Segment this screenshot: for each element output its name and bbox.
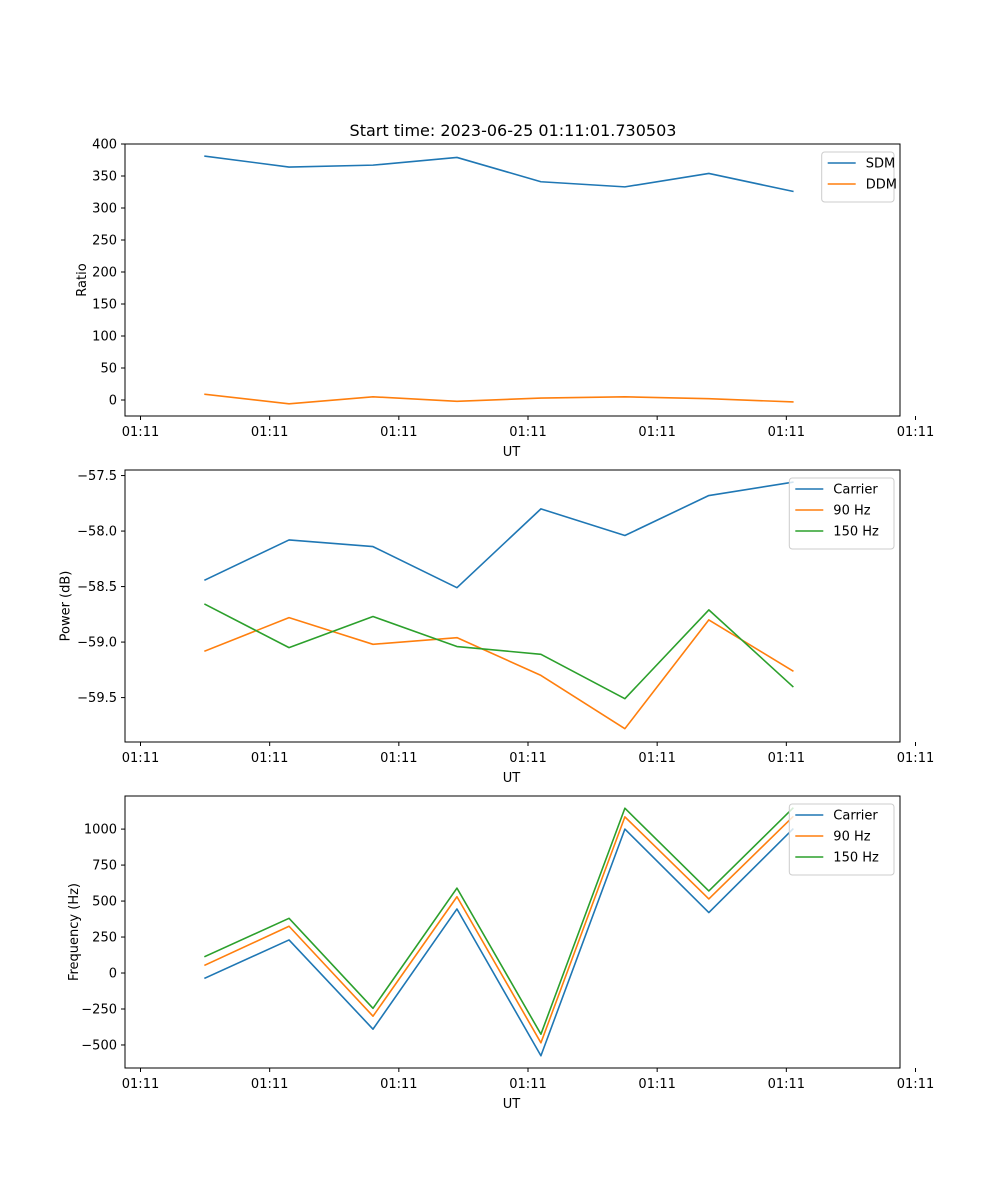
series-line-carrier [204,481,794,589]
series-line-sdm [204,155,794,193]
x-tick-label: 01:11 [768,425,805,440]
plot-frame [124,143,901,417]
figure-title: Start time: 2023-06-25 01:11:01.730503 [350,121,677,140]
x-tick-label: 01:11 [897,425,934,440]
y-tick-label: −250 [81,1002,117,1017]
x-tick-label: 01:11 [380,751,417,766]
y-axis-label: Ratio [75,263,90,296]
x-tick-label: 01:11 [122,425,159,440]
legend: SDM DDM [821,151,897,203]
x-tick-label: 01:11 [897,751,934,766]
x-tick-label: 01:11 [638,751,675,766]
legend-label: Carrier [833,483,878,498]
x-tick-label: 01:11 [251,425,288,440]
y-tick-label: 500 [92,895,117,910]
x-tick-label: 01:11 [509,751,546,766]
x-tick-label: 01:11 [122,1077,159,1092]
y-tick-label: −57.5 [77,469,117,484]
x-tick-label: 01:11 [638,1077,675,1092]
legend-label: 150 Hz [833,851,879,866]
series-line-150-hz [204,603,794,700]
y-tick-label: −59.0 [77,636,117,651]
x-tick-label: 01:11 [638,425,675,440]
legend-label: 150 Hz [833,525,879,540]
y-tick-label: −500 [81,1038,117,1053]
y-tick-label: 100 [92,330,117,345]
x-axis-label: UT [503,445,521,460]
y-axis-label: Power (dB) [59,571,74,642]
series-line-90-hz [204,616,794,730]
legend-label: SDM [866,157,895,172]
y-tick-label: 1000 [84,823,117,838]
series-line-150-hz [204,807,794,1035]
x-tick-label: 01:11 [380,425,417,440]
plot-frame [124,795,901,1069]
y-tick-label: −58.5 [77,580,117,595]
y-tick-label: −59.5 [77,691,117,706]
legend-label: DDM [866,178,897,193]
chart-panel-2: 01:1101:1101:1101:1101:1101:1101:1101:12… [59,469,935,786]
panels: 01:1101:1101:1101:1101:1101:1101:1101:12… [59,138,935,1113]
y-tick-label: 0 [109,394,117,409]
x-tick-label: 01:11 [251,751,288,766]
y-tick-label: 400 [92,138,117,153]
y-tick-label: 250 [92,234,117,249]
x-tick-label: 01:11 [768,1077,805,1092]
y-tick-label: 350 [92,170,117,185]
plot-frame [124,469,901,743]
y-axis-label: Frequency (Hz) [67,883,82,981]
legend-label: 90 Hz [833,830,870,845]
x-tick-label: 01:11 [509,1077,546,1092]
y-tick-label: 200 [92,266,117,281]
y-tick-label: −58.0 [77,525,117,540]
x-tick-label: 01:11 [122,751,159,766]
x-tick-label: 01:11 [251,1077,288,1092]
y-tick-label: 50 [100,362,117,377]
y-tick-label: 750 [92,859,117,874]
x-tick-label: 01:11 [768,751,805,766]
chart-panel-1: 01:1101:1101:1101:1101:1101:1101:1101:12… [75,138,934,461]
y-tick-label: 300 [92,202,117,217]
legend: Carrier 90 Hz 150 Hz [788,477,895,550]
legend-box [821,151,895,203]
legend-label: 90 Hz [833,504,870,519]
legend-label: Carrier [833,809,878,824]
y-tick-label: 250 [92,931,117,946]
series-line-ddm [204,393,794,405]
y-tick-label: 0 [109,967,117,982]
x-axis-label: UT [503,1097,521,1112]
series-line-carrier [204,827,794,1057]
series-line-90-hz [204,815,794,1044]
y-tick-label: 150 [92,298,117,313]
chart-panel-3: 01:1101:1101:1101:1101:1101:1101:1101:12… [67,795,934,1112]
x-tick-label: 01:11 [380,1077,417,1092]
legend: Carrier 90 Hz 150 Hz [788,803,895,876]
x-tick-label: 01:11 [509,425,546,440]
x-axis-label: UT [503,771,521,786]
x-tick-label: 01:11 [897,1077,934,1092]
